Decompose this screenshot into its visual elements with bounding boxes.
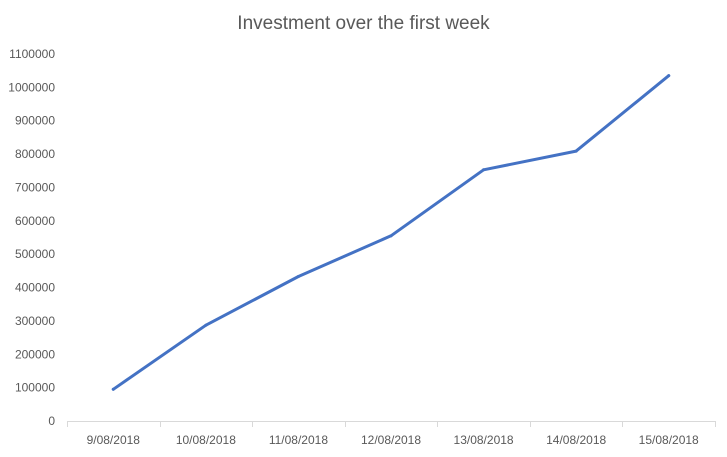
data-point	[574, 149, 578, 153]
data-point	[482, 168, 486, 172]
x-tick-label: 15/08/2018	[639, 433, 699, 447]
y-tick-label: 0	[48, 414, 55, 428]
data-point	[204, 323, 208, 327]
y-tick-label: 500000	[15, 247, 55, 261]
x-tick-label: 11/08/2018	[269, 433, 328, 447]
series-layer	[111, 74, 671, 391]
chart-title: Investment over the first week	[237, 13, 490, 34]
y-tick-label: 600000	[15, 214, 55, 228]
x-tick-label: 10/08/2018	[176, 433, 236, 447]
data-point	[667, 74, 671, 78]
y-tick-label: 900000	[15, 114, 55, 128]
y-tick-label: 100000	[15, 381, 55, 395]
x-tick-label: 12/08/2018	[361, 433, 421, 447]
y-tick-label: 200000	[15, 347, 55, 361]
data-point	[111, 387, 115, 391]
data-point	[296, 275, 300, 279]
y-tick-label: 800000	[15, 147, 55, 161]
y-tick-label: 1100000	[9, 47, 55, 61]
x-axis-ticks	[67, 421, 716, 427]
x-tick-label: 9/08/2018	[87, 433, 141, 447]
y-tick-label: 400000	[15, 281, 55, 295]
x-tick-label: 14/08/2018	[546, 433, 606, 447]
series-line	[111, 74, 671, 391]
x-tick-label: 13/08/2018	[454, 433, 514, 447]
y-tick-label: 1000000	[8, 80, 55, 94]
x-axis-tick-labels: 9/08/2018 10/08/2018 11/08/2018 12/08/2018 1…	[87, 433, 699, 447]
y-tick-label: 700000	[15, 180, 55, 194]
y-axis-tick-labels: 0 100000 200000 300000 400000 500000 600000 700…	[8, 47, 55, 428]
data-point	[389, 234, 393, 238]
y-tick-label: 300000	[15, 314, 55, 328]
